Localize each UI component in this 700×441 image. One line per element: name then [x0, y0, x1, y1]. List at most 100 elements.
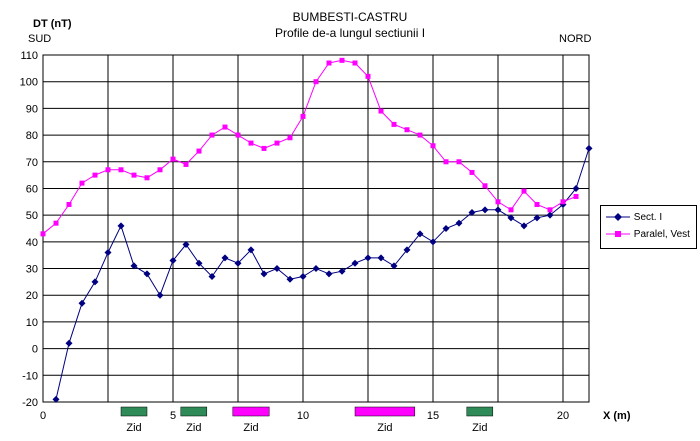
data-point-square — [222, 124, 228, 130]
data-point-diamond — [546, 211, 554, 219]
y-tick-label: 100 — [20, 77, 38, 89]
chart-title: BUMBESTI-CASTRU — [292, 10, 408, 24]
data-point-diamond — [325, 270, 333, 278]
legend-label-paralel-vest: Paralel, Vest — [633, 229, 690, 240]
south-label: SUD — [28, 33, 52, 45]
data-point-square — [157, 167, 163, 173]
y-axis-label: DT (nT) — [33, 18, 72, 30]
legend: Sect. I Paralel, Vest — [600, 205, 697, 249]
data-point-diamond — [208, 273, 216, 281]
data-point-square — [209, 132, 215, 138]
data-point-diamond — [234, 259, 242, 267]
data-point-diamond — [247, 246, 255, 254]
y-tick-label: 30 — [26, 264, 38, 276]
data-point-diamond — [442, 225, 450, 232]
annotation-bar — [120, 406, 148, 417]
series-line-0 — [55, 148, 590, 400]
y-tick-label: 110 — [20, 50, 38, 62]
data-point-square — [430, 143, 436, 149]
data-point-diamond — [221, 254, 229, 262]
y-tick-label: 70 — [26, 157, 38, 169]
y-tick-label: 60 — [26, 183, 38, 195]
data-point-square — [456, 159, 462, 165]
data-point-square — [534, 201, 540, 207]
annotation-bar — [180, 406, 208, 417]
plot-frame — [42, 54, 590, 403]
x-tick-label: 20 — [557, 410, 569, 422]
data-point-square — [326, 60, 332, 66]
annotation-bar — [354, 406, 416, 417]
data-point-diamond — [130, 262, 138, 270]
annotation-bar — [466, 406, 494, 417]
y-tick-label: 90 — [26, 103, 38, 115]
data-point-diamond — [91, 278, 99, 286]
data-point-diamond — [377, 254, 385, 262]
data-point-square — [521, 188, 527, 194]
data-point-diamond — [455, 219, 463, 227]
data-point-square — [92, 172, 98, 178]
y-tick-label: 50 — [26, 210, 38, 222]
data-point-diamond — [312, 265, 320, 273]
x-tick-label: 5 — [170, 410, 176, 422]
data-point-diamond — [104, 249, 112, 257]
data-point-diamond — [507, 214, 515, 222]
data-point-square — [183, 161, 189, 167]
data-point-square — [560, 199, 566, 205]
data-point-square — [196, 148, 202, 154]
data-point-square — [443, 159, 449, 165]
data-point-square — [495, 199, 501, 205]
data-point-square — [417, 132, 423, 138]
data-point-square — [248, 140, 254, 146]
data-point-diamond — [585, 144, 593, 152]
y-tick-label: -20 — [22, 397, 38, 409]
data-point-diamond — [169, 257, 177, 265]
data-point-square — [339, 57, 345, 63]
data-point-diamond — [52, 395, 60, 403]
data-point-square — [170, 156, 176, 162]
data-point-square — [378, 108, 384, 114]
annotation-label: Zid — [377, 422, 392, 434]
series-line-1 — [42, 59, 577, 235]
annotation-label: Zid — [472, 422, 487, 434]
legend-item-paralel-vest: Paralel, Vest — [605, 228, 690, 242]
data-point-diamond — [520, 222, 528, 230]
annotation-label: Zid — [186, 422, 201, 434]
y-tick-label: 0 — [32, 344, 38, 356]
legend-marker-square-icon — [606, 231, 630, 238]
data-point-diamond — [429, 238, 437, 246]
data-point-square — [144, 175, 150, 181]
data-point-diamond — [273, 265, 281, 273]
data-point-diamond — [65, 339, 73, 347]
data-point-square — [404, 127, 410, 133]
legend-marker-diamond-icon — [606, 213, 630, 222]
data-point-diamond — [195, 259, 203, 267]
data-point-diamond — [481, 206, 489, 214]
x-tick-label: 0 — [40, 410, 46, 422]
data-point-square — [287, 135, 293, 141]
data-point-diamond — [351, 259, 359, 267]
x-tick-label: 15 — [427, 410, 439, 422]
data-point-square — [313, 79, 319, 85]
y-tick-label: 20 — [26, 290, 38, 302]
annotation-bar — [232, 406, 270, 417]
data-point-square — [365, 73, 371, 79]
data-point-square — [40, 231, 46, 237]
data-point-diamond — [286, 275, 294, 283]
data-point-square — [79, 180, 85, 186]
data-point-square — [261, 145, 267, 151]
data-point-diamond — [403, 246, 411, 254]
data-point-diamond — [78, 299, 86, 307]
y-tick-label: 10 — [26, 317, 38, 329]
y-tick-label: 80 — [26, 130, 38, 142]
data-point-square — [131, 172, 137, 178]
data-point-square — [105, 167, 111, 173]
data-point-square — [300, 113, 306, 119]
legend-item-sect-i: Sect. I — [605, 211, 662, 225]
data-point-diamond — [338, 267, 346, 275]
data-point-square — [508, 207, 514, 213]
data-point-square — [118, 167, 124, 173]
data-point-square — [235, 132, 241, 138]
data-point-square — [352, 60, 358, 66]
data-point-diamond — [143, 270, 151, 278]
north-label: NORD — [559, 33, 592, 45]
